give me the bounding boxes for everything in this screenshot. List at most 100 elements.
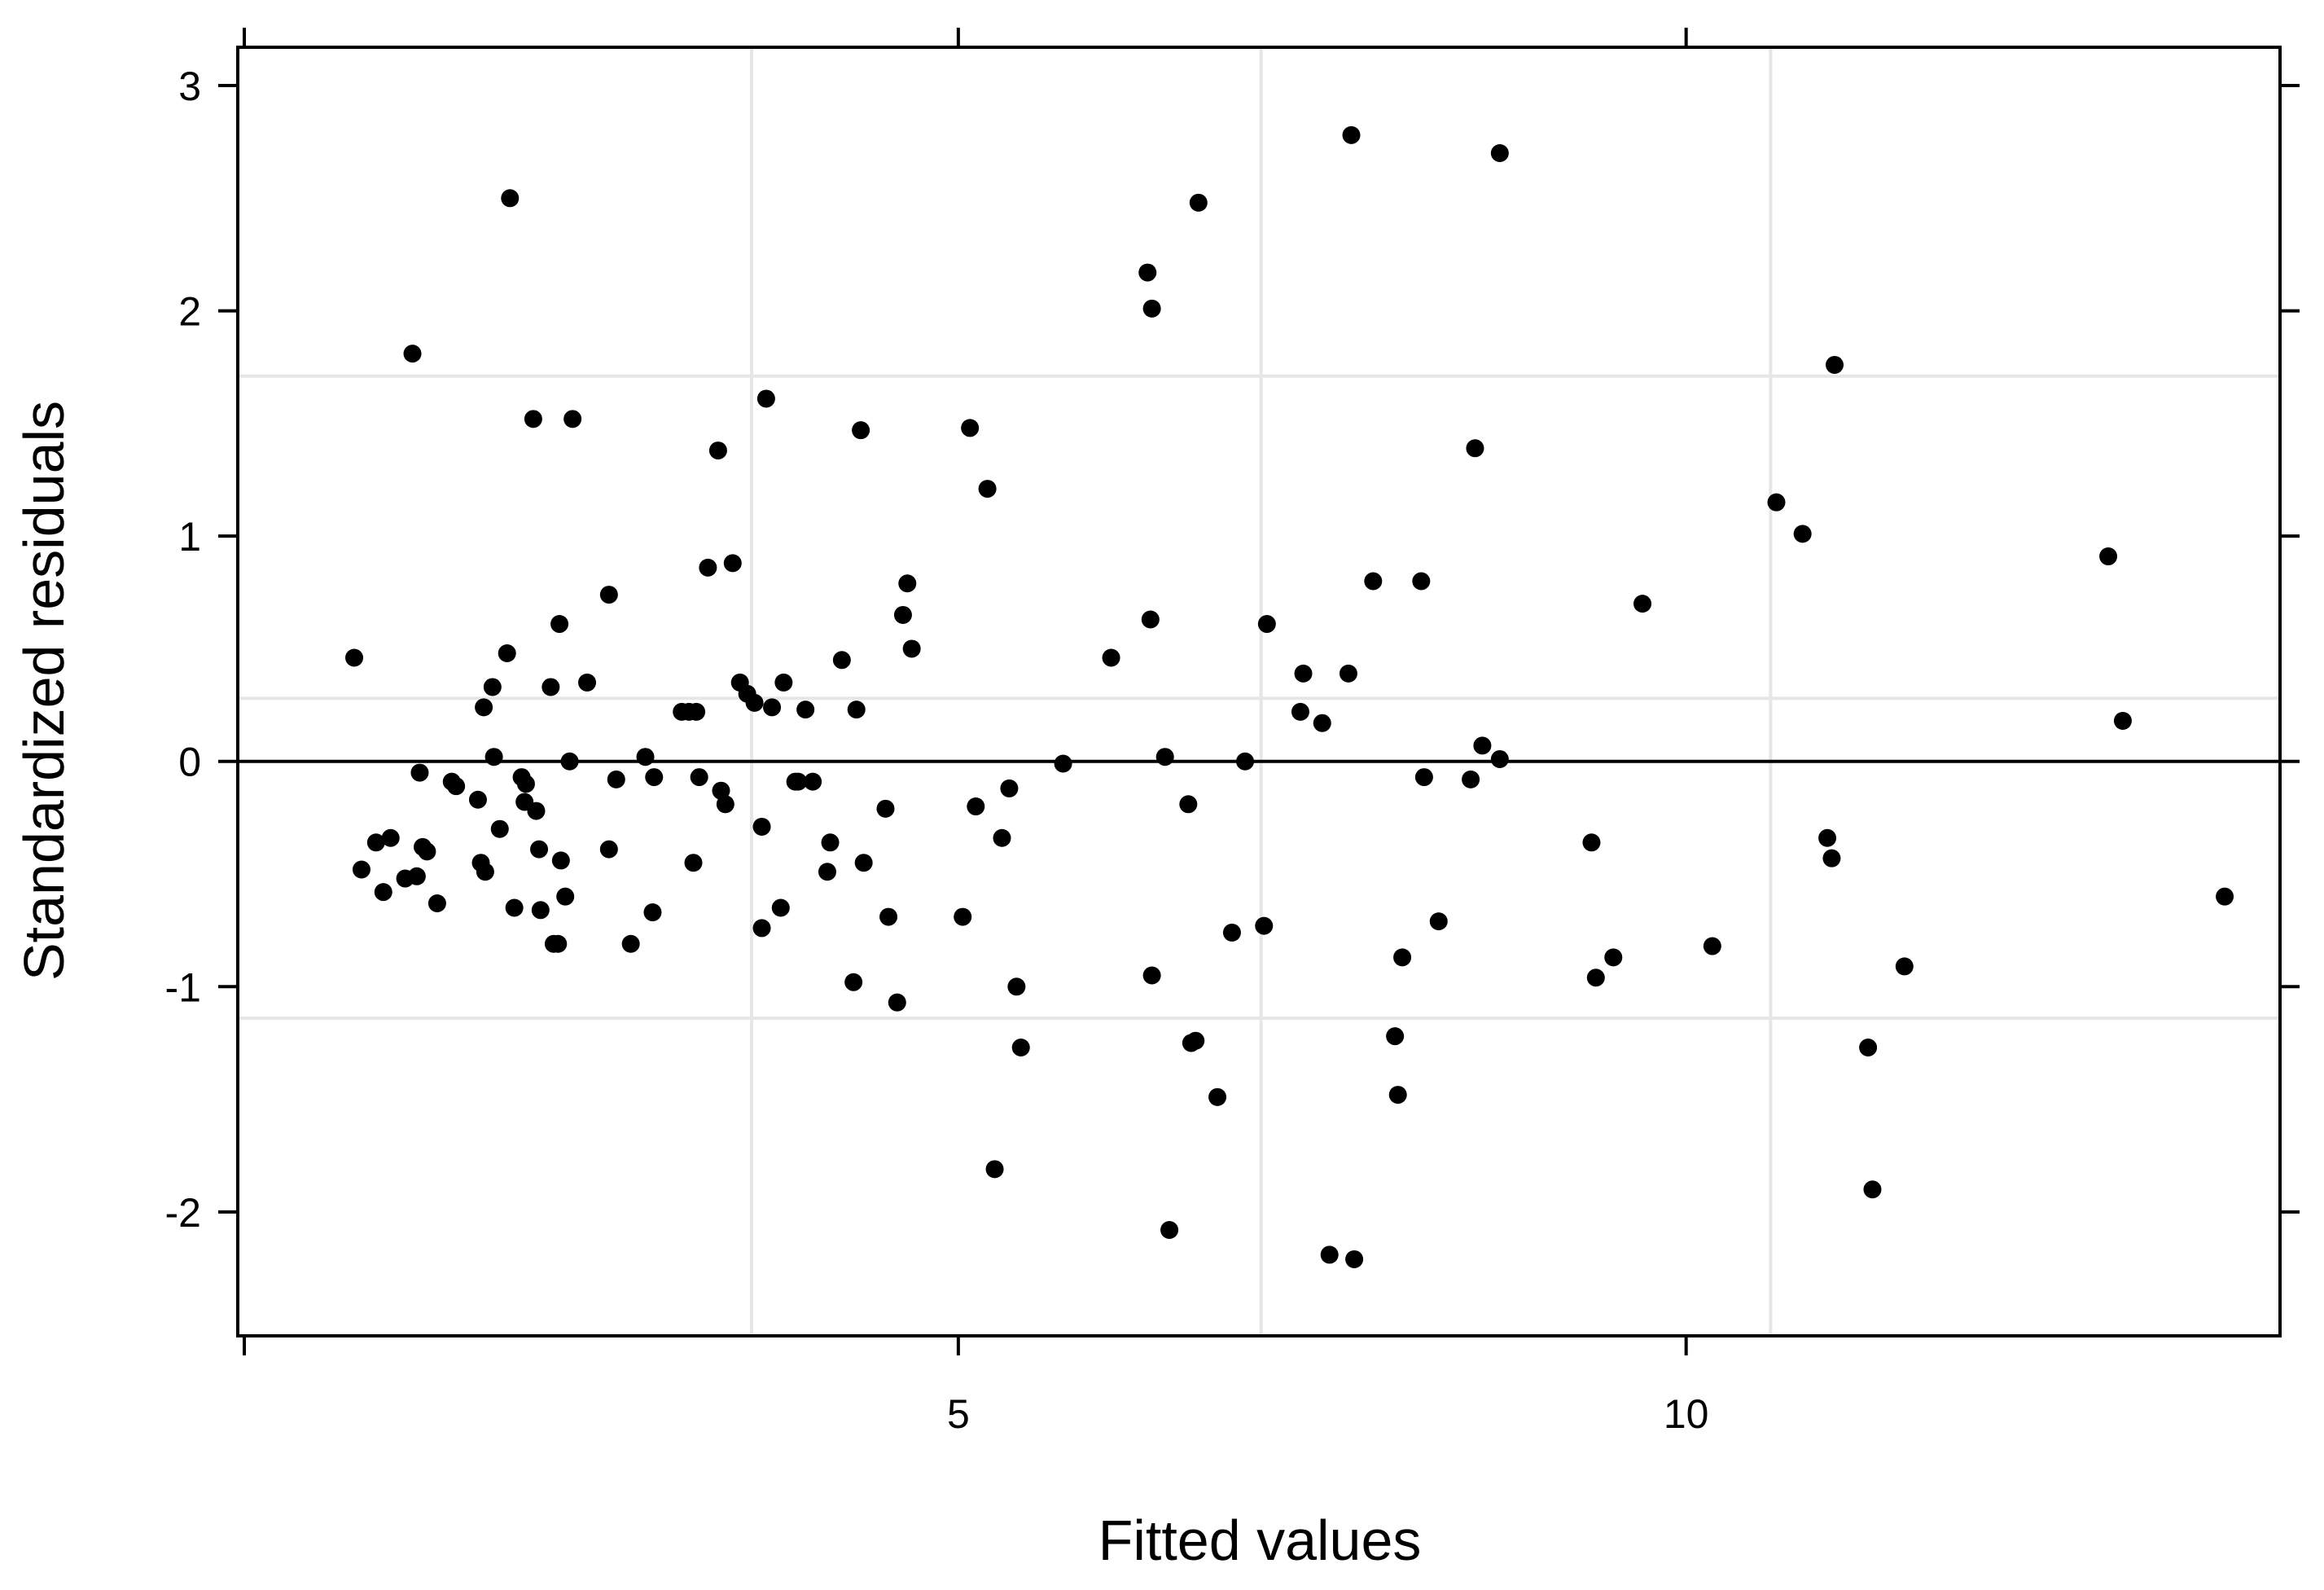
y-tick-label: 0 <box>178 740 201 785</box>
data-point <box>1388 1086 1407 1105</box>
grid-lines <box>238 47 2280 1336</box>
data-point <box>847 701 866 719</box>
data-point <box>1633 595 1652 613</box>
data-point <box>1386 1027 1405 1046</box>
data-point <box>1142 966 1161 985</box>
data-point <box>1582 833 1601 852</box>
data-point <box>1703 937 1721 955</box>
data-points <box>345 125 2234 1268</box>
data-point <box>1429 912 1448 931</box>
data-point <box>410 763 429 782</box>
x-tick-label: 10 <box>1664 1391 1709 1437</box>
data-point <box>563 410 582 428</box>
data-point <box>1818 828 1837 847</box>
data-point <box>1342 125 1361 144</box>
data-point <box>498 643 516 662</box>
data-point <box>978 480 997 499</box>
data-point <box>954 907 972 926</box>
data-point <box>699 558 717 577</box>
data-point <box>1462 770 1480 788</box>
data-point <box>756 389 775 408</box>
data-point <box>1255 916 1274 935</box>
data-point <box>483 678 502 696</box>
data-point <box>345 648 364 667</box>
data-point <box>789 772 808 791</box>
data-point <box>1257 615 1276 634</box>
data-point <box>1236 752 1255 771</box>
data-point <box>1160 1221 1179 1240</box>
data-point <box>774 673 793 692</box>
data-point <box>821 833 840 852</box>
data-point <box>1863 1180 1882 1199</box>
data-point <box>530 840 549 859</box>
data-point <box>1414 768 1433 787</box>
data-point <box>752 919 771 938</box>
data-point <box>1320 1245 1339 1264</box>
data-point <box>804 772 822 791</box>
data-point <box>607 770 625 788</box>
data-point <box>1859 1038 1878 1056</box>
data-point <box>1222 923 1241 942</box>
axis-tick-labels: -2 -1 0 1 2 3 5 10 <box>165 64 1709 1437</box>
data-point <box>818 863 836 881</box>
data-point <box>516 775 535 793</box>
data-point <box>599 586 618 604</box>
data-point <box>1345 1250 1364 1268</box>
data-point <box>501 189 520 208</box>
data-point <box>645 768 664 787</box>
data-point <box>2113 711 2132 730</box>
data-point <box>524 410 542 428</box>
data-point <box>407 867 426 885</box>
data-point <box>643 903 662 922</box>
data-point <box>403 345 422 363</box>
data-point <box>1054 754 1072 773</box>
data-point <box>1393 948 1412 967</box>
data-point <box>475 698 493 717</box>
y-tick-label: 2 <box>178 289 201 335</box>
data-point <box>531 901 550 920</box>
data-point <box>1604 948 1623 967</box>
data-point <box>1339 664 1357 683</box>
data-point <box>1142 299 1161 318</box>
data-point <box>2099 547 2118 566</box>
data-point <box>556 887 575 906</box>
data-point <box>551 851 570 870</box>
data-point <box>690 768 708 787</box>
data-point <box>418 842 436 861</box>
data-point <box>712 781 730 800</box>
data-point <box>752 817 771 836</box>
y-axis-title: Standardized residuals <box>12 401 76 981</box>
data-point <box>852 421 870 440</box>
data-point <box>1412 572 1431 591</box>
data-point <box>1141 610 1160 629</box>
data-point <box>1208 1087 1227 1106</box>
data-point <box>1895 957 1914 976</box>
data-point <box>902 639 921 658</box>
data-point <box>1102 648 1120 667</box>
data-point <box>1490 749 1509 768</box>
data-point <box>967 797 985 816</box>
data-point <box>898 574 917 593</box>
axis-ticks <box>218 28 2300 1355</box>
data-point <box>560 752 579 771</box>
data-point <box>476 863 494 881</box>
data-point <box>796 701 815 719</box>
data-point <box>636 748 655 766</box>
x-axis-title: Fitted values <box>1098 1509 1422 1572</box>
data-point <box>374 883 392 902</box>
data-point <box>985 1160 1004 1179</box>
data-point <box>1186 1031 1205 1050</box>
data-point <box>1586 968 1605 987</box>
data-point <box>1364 572 1383 591</box>
data-point <box>1767 493 1786 512</box>
data-point <box>621 934 640 953</box>
data-point <box>1007 977 1026 996</box>
data-point <box>876 799 895 818</box>
data-point <box>542 678 560 696</box>
data-point <box>723 554 742 573</box>
data-point <box>1825 355 1844 374</box>
data-point <box>490 819 509 838</box>
data-point <box>684 854 703 872</box>
y-tick-label: -2 <box>165 1190 201 1236</box>
